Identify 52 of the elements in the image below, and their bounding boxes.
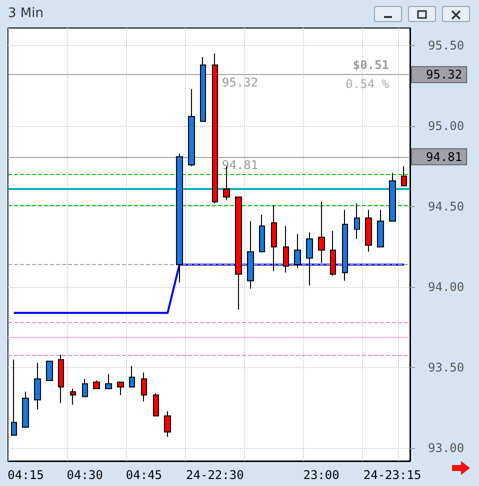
candlestick: [82, 378, 88, 398]
candlestick: [93, 380, 100, 390]
candlestick: [105, 374, 112, 390]
candlestick: [401, 166, 407, 186]
candlestick: [354, 202, 360, 240]
annotation: $0.51: [352, 58, 389, 72]
candlestick: [70, 388, 76, 406]
candlestick: [342, 209, 348, 282]
annotation: 0.54 %: [346, 77, 390, 91]
candlestick: [294, 234, 301, 268]
chart-title: 3 Min: [8, 6, 44, 21]
ref-line-label: 95.32: [426, 68, 462, 82]
candlestick: [212, 53, 218, 204]
x-tick-label: 23:00: [303, 468, 340, 482]
candlestick: [259, 214, 265, 252]
x-tick-label: 24-23:15: [363, 468, 422, 482]
candlestick: [22, 391, 29, 428]
candlestick: [11, 359, 17, 436]
candlestick: [365, 209, 372, 252]
annotation: 94.81: [222, 158, 258, 172]
candlestick: [117, 382, 124, 396]
x-tick-label: 04:45: [126, 468, 162, 482]
candlestick: [235, 196, 242, 310]
y-tick-label: 93.50: [428, 360, 464, 375]
annotation: 95.32: [222, 76, 258, 90]
candlestick: [200, 56, 206, 122]
candlestick: [176, 153, 183, 283]
candlestick: [377, 209, 384, 248]
x-tick-label: 04:15: [8, 468, 44, 482]
candlestick: [271, 204, 277, 272]
x-tick-label: 04:30: [66, 468, 103, 482]
ref-line-label: 94.81: [426, 150, 462, 164]
candlestick: [247, 220, 254, 290]
candlestick: [306, 232, 313, 286]
candlestick: [141, 372, 147, 402]
candlestick: [283, 225, 289, 274]
candlestick: [129, 366, 135, 388]
y-tick-label: 93.00: [428, 441, 464, 456]
candlestick: [330, 230, 336, 276]
y-tick-label: 95.50: [428, 38, 464, 53]
candlestick: [34, 362, 41, 410]
x-tick-label: 24-22:30: [186, 468, 244, 482]
y-tick-label: 94.50: [428, 200, 464, 214]
y-tick-label: 95.00: [428, 119, 464, 134]
y-tick-label: 94.00: [428, 280, 464, 294]
candlestick: [46, 360, 53, 382]
candlestick: [164, 410, 171, 438]
candlestick: [153, 392, 159, 416]
candlestick: [318, 201, 325, 264]
candlestick: [188, 88, 195, 167]
candlestick: [389, 172, 396, 222]
candlestick: [58, 354, 64, 404]
